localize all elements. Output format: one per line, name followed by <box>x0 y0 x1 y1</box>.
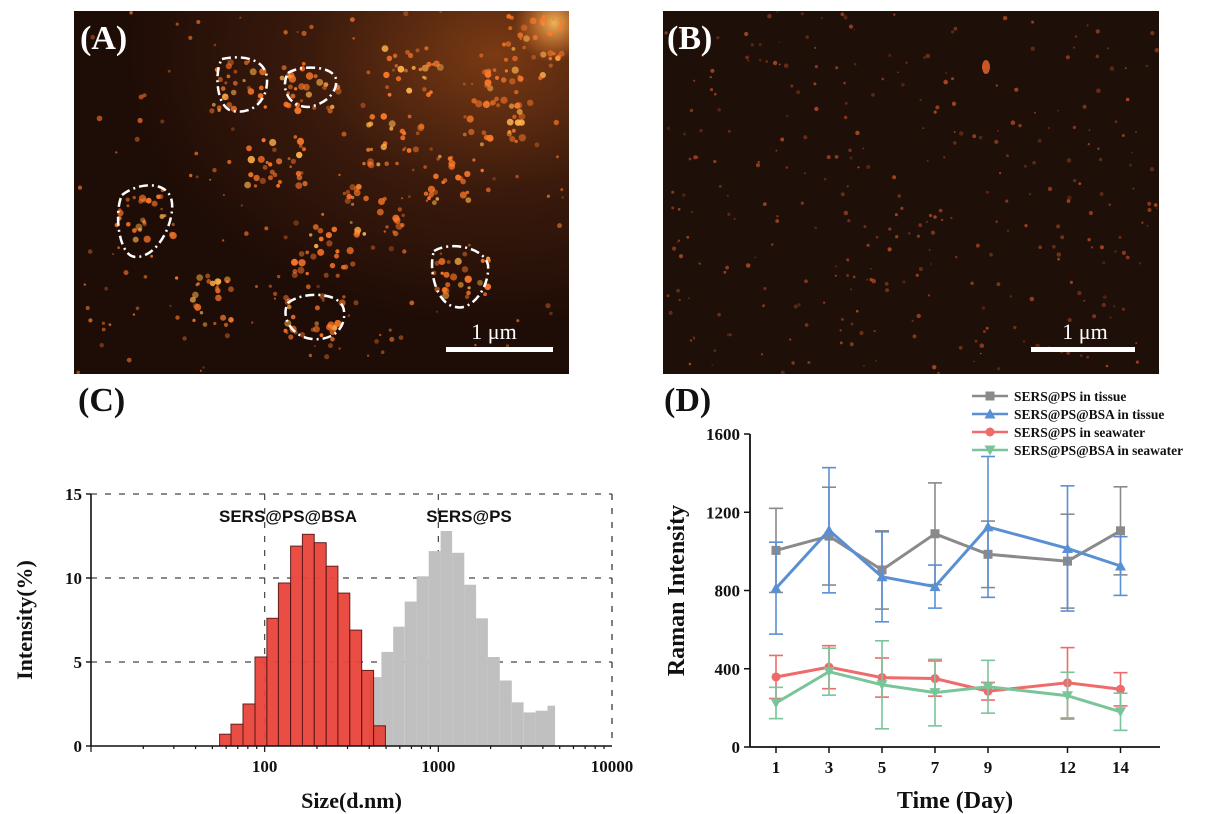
y-tick-label: 15 <box>65 485 82 504</box>
histogram-bar <box>487 657 500 746</box>
data-point <box>1116 526 1125 536</box>
x-tick-label: 7 <box>931 758 940 777</box>
legend-label: SERS@PS in seawater <box>1014 425 1145 440</box>
scale-bar-label-a: 1 μm <box>471 319 516 344</box>
data-point <box>876 680 888 691</box>
data-point <box>1116 684 1125 694</box>
x-tick-label: 1000 <box>421 757 455 776</box>
histogram-bar <box>416 576 429 746</box>
histogram-bar <box>393 626 405 746</box>
series-annotation: SERS@PS <box>426 507 512 526</box>
x-tick-label: 1 <box>772 758 781 777</box>
y-tick-label: 0 <box>74 737 83 756</box>
microscopy-image-a: (A) 1 μm <box>74 11 569 374</box>
microscopy-image-b: (B) 1 μm <box>663 11 1159 374</box>
data-point <box>985 391 995 401</box>
data-point <box>771 672 781 682</box>
data-point <box>770 698 782 709</box>
scale-bar-label-b: 1 μm <box>1062 319 1107 344</box>
y-tick-label: 0 <box>732 738 741 757</box>
y-tick-label: 5 <box>74 653 83 672</box>
histogram-bar <box>499 680 512 746</box>
data-point <box>823 524 835 535</box>
series-annotation: SERS@PS@BSA <box>219 507 357 526</box>
x-axis-title: Size(d.nm) <box>301 788 402 813</box>
x-tick-label: 3 <box>825 758 834 777</box>
particle-field <box>664 11 1159 374</box>
scale-bar-b <box>1031 347 1135 352</box>
x-tick-label: 100 <box>252 757 278 776</box>
panel-label-b: (B) <box>667 20 712 57</box>
series-group <box>769 455 1128 635</box>
y-tick-label: 800 <box>715 582 741 601</box>
legend-label: SERS@PS in tissue <box>1014 389 1126 404</box>
data-point <box>1062 542 1073 553</box>
y-tick-label: 1600 <box>706 425 740 444</box>
data-point <box>876 571 888 582</box>
data-point <box>929 581 941 592</box>
histogram-bar <box>428 551 441 746</box>
y-tick-label: 1200 <box>706 503 740 522</box>
series-group <box>769 639 1128 732</box>
histogram-bar <box>476 618 488 746</box>
x-axis-title: Time (Day) <box>897 788 1013 814</box>
y-axis-title: Raman Intensity <box>664 505 690 676</box>
data-point <box>1062 691 1073 702</box>
data-point <box>929 688 941 699</box>
image-background <box>663 11 1159 374</box>
histogram-bar <box>440 531 453 746</box>
panel-label-c: (C) <box>78 382 125 419</box>
data-point <box>1115 707 1126 718</box>
histogram-bar <box>404 601 417 746</box>
cluster-outline <box>116 56 490 341</box>
y-tick-label: 400 <box>715 660 741 679</box>
histogram-bar <box>511 702 524 746</box>
histogram-bar <box>547 705 556 746</box>
data-point <box>984 445 996 456</box>
data-point <box>985 427 995 437</box>
x-tick-label: 9 <box>984 758 993 777</box>
data-point <box>823 667 835 678</box>
panel-label-d: (D) <box>664 382 711 419</box>
series-group <box>769 482 1128 610</box>
particle-field <box>76 11 565 374</box>
data-point <box>1115 560 1126 571</box>
y-tick-label: 10 <box>65 569 82 588</box>
y-axis-title: Intensity(%) <box>12 560 37 680</box>
panel-label-a: (A) <box>80 20 127 57</box>
data-point <box>982 682 994 693</box>
legend: SERS@PS in tissue SERS@PS@BSA in tissue SE… <box>972 389 1183 458</box>
data-point <box>770 582 782 593</box>
histogram-bar <box>452 552 465 746</box>
series-group <box>769 644 1128 719</box>
histogram-bar <box>523 712 536 746</box>
histogram-bar <box>464 584 477 746</box>
histogram-bar <box>535 710 548 746</box>
legend-label: SERS@PS@BSA in tissue <box>1014 407 1164 422</box>
legend-label: SERS@PS@BSA in seawater <box>1014 443 1183 458</box>
data-point <box>930 529 940 539</box>
x-tick-label: 10000 <box>591 757 634 776</box>
histogram-bar <box>381 651 394 746</box>
data-point <box>984 408 996 419</box>
x-tick-label: 5 <box>878 758 887 777</box>
scale-bar-a <box>446 347 553 352</box>
x-tick-label: 14 <box>1112 758 1130 777</box>
data-point <box>982 521 994 532</box>
x-tick-label: 12 <box>1059 758 1076 777</box>
